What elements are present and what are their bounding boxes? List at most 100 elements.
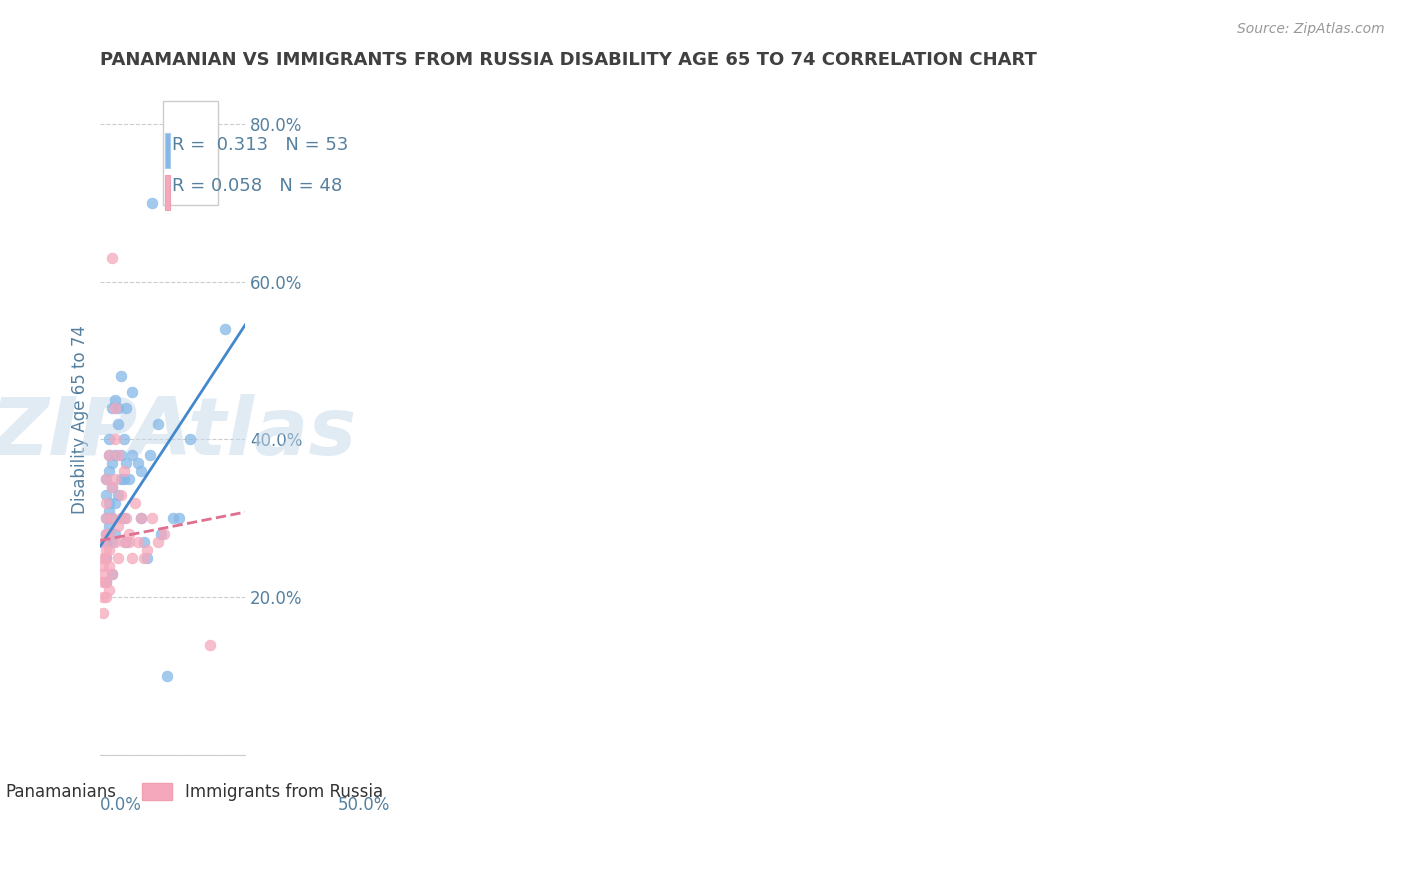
Text: 50.0%: 50.0% <box>337 796 389 814</box>
Point <box>94 511 117 525</box>
Point <box>98 433 121 447</box>
Point <box>101 480 124 494</box>
Point <box>179 433 201 447</box>
Point <box>91 558 114 573</box>
Point <box>107 448 129 462</box>
Point <box>121 385 143 400</box>
Point <box>91 535 114 549</box>
Point <box>112 511 135 525</box>
Point <box>104 448 127 462</box>
Point <box>107 417 129 431</box>
Point <box>115 535 138 549</box>
Point <box>156 669 179 683</box>
Point <box>153 527 176 541</box>
Point <box>129 464 152 478</box>
Point <box>98 527 121 541</box>
Point <box>91 566 114 581</box>
Point <box>118 472 141 486</box>
Point <box>121 448 143 462</box>
Bar <box>165 175 170 210</box>
Point <box>98 527 121 541</box>
Point <box>127 535 149 549</box>
Y-axis label: Disability Age 65 to 74: Disability Age 65 to 74 <box>72 326 89 514</box>
Point <box>135 543 157 558</box>
Point <box>98 558 121 573</box>
Point <box>98 464 121 478</box>
Point <box>104 527 127 541</box>
Point <box>132 550 155 565</box>
Point <box>98 543 121 558</box>
Point <box>162 511 184 525</box>
Point <box>94 550 117 565</box>
Point <box>121 550 143 565</box>
Point <box>112 464 135 478</box>
Point <box>91 550 114 565</box>
Point <box>110 511 132 525</box>
Point <box>101 511 124 525</box>
Point <box>118 535 141 549</box>
Point <box>104 392 127 407</box>
Point <box>94 527 117 541</box>
Point <box>91 574 114 589</box>
Point <box>91 606 114 620</box>
Point <box>98 582 121 597</box>
Point <box>148 417 170 431</box>
Point <box>104 535 127 549</box>
Point <box>104 433 127 447</box>
Legend: Panamanians, Immigrants from Russia: Panamanians, Immigrants from Russia <box>0 776 389 807</box>
Point <box>101 535 124 549</box>
Point <box>101 456 124 470</box>
Point <box>94 574 117 589</box>
Point <box>107 488 129 502</box>
Point <box>138 448 160 462</box>
Point <box>148 535 170 549</box>
Point <box>94 511 117 525</box>
Point <box>94 496 117 510</box>
Point <box>104 496 127 510</box>
Point <box>132 535 155 549</box>
Point <box>118 527 141 541</box>
Point <box>129 511 152 525</box>
Point <box>112 535 135 549</box>
Point <box>94 472 117 486</box>
Point <box>94 591 117 605</box>
Point <box>129 511 152 525</box>
Text: R =  0.313   N = 53: R = 0.313 N = 53 <box>172 136 349 153</box>
Point <box>107 401 129 415</box>
Point <box>104 401 127 415</box>
Point <box>107 519 129 533</box>
Text: 0.0%: 0.0% <box>100 796 142 814</box>
Point <box>98 519 121 533</box>
Point <box>94 574 117 589</box>
Point <box>94 543 117 558</box>
Point <box>135 550 157 565</box>
Point <box>101 511 124 525</box>
Point <box>98 503 121 517</box>
Point <box>110 472 132 486</box>
Point <box>94 550 117 565</box>
Point <box>94 535 117 549</box>
Point <box>104 472 127 486</box>
Point <box>94 527 117 541</box>
Text: Source: ZipAtlas.com: Source: ZipAtlas.com <box>1237 22 1385 37</box>
Point <box>94 488 117 502</box>
Point <box>91 591 114 605</box>
Point <box>112 433 135 447</box>
Point <box>167 511 190 525</box>
Point <box>124 496 146 510</box>
Point <box>150 527 173 541</box>
Point <box>98 448 121 462</box>
Point <box>110 369 132 384</box>
Point <box>101 401 124 415</box>
Point <box>200 638 222 652</box>
Point <box>141 511 163 525</box>
Bar <box>165 134 170 169</box>
Point <box>112 472 135 486</box>
Point <box>214 322 236 336</box>
Point <box>101 480 124 494</box>
Text: R = 0.058   N = 48: R = 0.058 N = 48 <box>172 178 342 195</box>
Point <box>101 251 124 265</box>
Point <box>110 488 132 502</box>
FancyBboxPatch shape <box>163 101 218 205</box>
Point <box>115 511 138 525</box>
